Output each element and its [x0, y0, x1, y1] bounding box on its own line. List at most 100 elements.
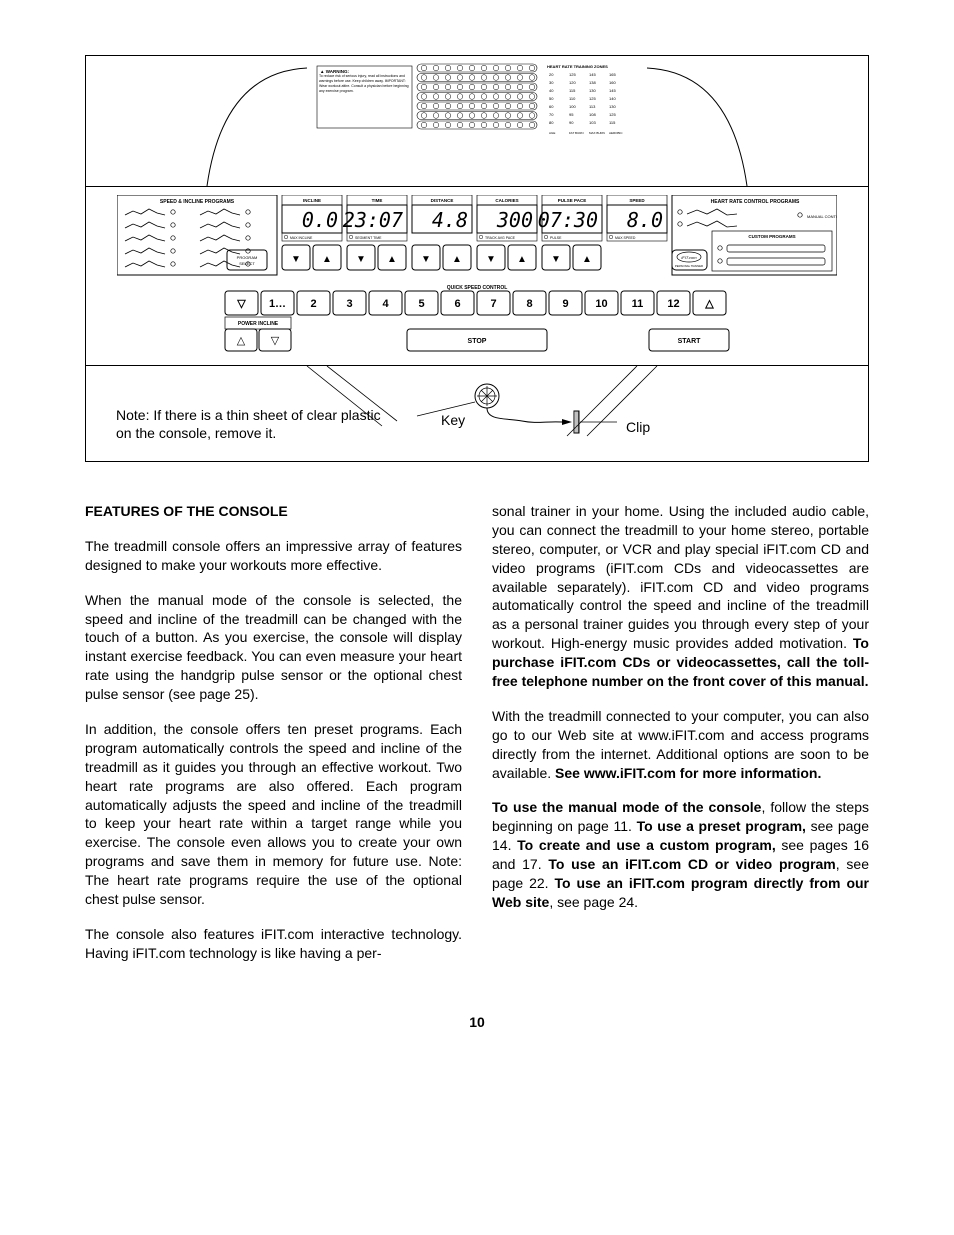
svg-text:125: 125 — [589, 96, 596, 101]
para-4a: The console also features iFIT.com inter… — [85, 925, 462, 963]
svg-text:130: 130 — [609, 104, 616, 109]
svg-text:POWER INCLINE: POWER INCLINE — [238, 321, 279, 327]
section-heading: FEATURES OF THE CONSOLE — [85, 502, 462, 521]
para-4b: sonal trainer in your home. Using the in… — [492, 502, 869, 691]
svg-text:20: 20 — [549, 72, 554, 77]
svg-text:SELECT: SELECT — [239, 261, 255, 266]
svg-text:8: 8 — [526, 298, 532, 310]
svg-text:115: 115 — [569, 88, 576, 93]
svg-text:MANUAL CONTROL: MANUAL CONTROL — [807, 214, 837, 219]
svg-text:MAX INCLINE: MAX INCLINE — [290, 236, 313, 240]
svg-text:HEART RATE CONTROL PROGRAMS: HEART RATE CONTROL PROGRAMS — [711, 199, 800, 205]
svg-text:10: 10 — [595, 298, 607, 310]
svg-text:07:30: 07:30 — [538, 208, 598, 232]
console-top-panel: ▲ WARNING: To reduce risk of serious inj… — [86, 56, 868, 187]
svg-text:SEGMENT TIME: SEGMENT TIME — [355, 236, 382, 240]
svg-text:▼: ▼ — [291, 254, 301, 265]
svg-text:11: 11 — [632, 298, 644, 310]
svg-text:△: △ — [237, 335, 246, 347]
svg-text:DISTANCE: DISTANCE — [431, 198, 454, 203]
svg-text:160: 160 — [609, 80, 616, 85]
svg-text:125: 125 — [609, 112, 616, 117]
svg-text:145: 145 — [589, 72, 596, 77]
para-2: When the manual mode of the console is s… — [85, 591, 462, 704]
svg-text:▽: ▽ — [271, 335, 280, 347]
console-figure: ▲ WARNING: To reduce risk of serious inj… — [85, 55, 869, 462]
svg-text:8.0: 8.0 — [627, 208, 663, 232]
console-svg: SPEED & INCLINE PROGRAMS PROGRAM SELECT … — [117, 195, 837, 355]
svg-text:▲: ▲ — [582, 254, 592, 265]
svg-text:7: 7 — [490, 298, 496, 310]
svg-text:3: 3 — [346, 298, 352, 310]
svg-text:PULSE PACE: PULSE PACE — [558, 198, 586, 203]
svg-text:6: 6 — [454, 298, 460, 310]
right-column: sonal trainer in your home. Using the in… — [492, 502, 869, 963]
svg-text:START: START — [678, 338, 702, 345]
console-control-panel: SPEED & INCLINE PROGRAMS PROGRAM SELECT … — [86, 187, 868, 366]
svg-text:AEROBIC: AEROBIC — [609, 131, 623, 135]
svg-text:▼: ▼ — [486, 254, 496, 265]
svg-text:TIME: TIME — [372, 198, 383, 203]
svg-text:165: 165 — [609, 72, 616, 77]
body-columns: FEATURES OF THE CONSOLE The treadmill co… — [85, 502, 869, 963]
svg-text:125: 125 — [569, 72, 576, 77]
svg-text:QUICK SPEED CONTROL: QUICK SPEED CONTROL — [447, 285, 508, 291]
svg-text:0.0: 0.0 — [302, 208, 338, 232]
svg-text:30: 30 — [549, 80, 554, 85]
svg-text:110: 110 — [569, 96, 576, 101]
svg-text:120: 120 — [569, 80, 576, 85]
key-clip-region: Note: If there is a thin sheet of clear … — [86, 366, 868, 461]
svg-text:115: 115 — [609, 120, 616, 125]
clip-label: Clip — [626, 418, 650, 437]
svg-text:SPEED & INCLINE PROGRAMS: SPEED & INCLINE PROGRAMS — [160, 199, 235, 205]
svg-text:1…: 1… — [269, 298, 286, 310]
svg-text:▼: ▼ — [551, 254, 561, 265]
svg-text:108: 108 — [589, 112, 596, 117]
svg-text:95: 95 — [569, 112, 574, 117]
svg-text:TRACK AVG PACE: TRACK AVG PACE — [485, 236, 516, 240]
svg-text:145: 145 — [609, 88, 616, 93]
svg-text:STOP: STOP — [468, 338, 487, 345]
page-number: 10 — [85, 1013, 869, 1032]
svg-text:50: 50 — [549, 96, 554, 101]
svg-text:PERSONAL TRAINER: PERSONAL TRAINER — [675, 264, 703, 268]
para-1: The treadmill console offers an impressi… — [85, 537, 462, 575]
svg-text:12: 12 — [667, 298, 679, 310]
svg-text:INCLINE: INCLINE — [303, 198, 321, 203]
svg-text:▲: ▲ — [517, 254, 527, 265]
svg-text:100: 100 — [569, 104, 576, 109]
svg-text:130: 130 — [589, 88, 596, 93]
svg-text:iFIT.com: iFIT.com — [681, 255, 697, 260]
para-5: With the treadmill connected to your com… — [492, 707, 869, 783]
svg-text:140: 140 — [609, 96, 616, 101]
svg-text:▽: ▽ — [236, 298, 246, 310]
svg-text:4: 4 — [382, 298, 389, 310]
svg-text:9: 9 — [562, 298, 568, 310]
svg-text:4.8: 4.8 — [432, 208, 468, 232]
plastic-note: Note: If there is a thin sheet of clear … — [116, 406, 396, 442]
svg-text:▲: ▲ — [387, 254, 397, 265]
top-panel-svg: ▲ WARNING: To reduce risk of serious inj… — [86, 56, 868, 186]
para-6: To use the manual mode of the console, f… — [492, 798, 869, 911]
svg-text:▼: ▼ — [421, 254, 431, 265]
svg-text:PULSE: PULSE — [550, 236, 562, 240]
svg-text:103: 103 — [589, 120, 596, 125]
svg-text:5: 5 — [418, 298, 424, 310]
svg-text:▼: ▼ — [356, 254, 366, 265]
svg-text:300: 300 — [496, 208, 533, 232]
svg-text:80: 80 — [549, 120, 554, 125]
svg-text:HEART RATE TRAINING ZONES: HEART RATE TRAINING ZONES — [547, 64, 608, 69]
svg-text:70: 70 — [549, 112, 554, 117]
svg-text:23:07: 23:07 — [343, 208, 403, 232]
svg-text:90: 90 — [569, 120, 574, 125]
svg-text:40: 40 — [549, 88, 554, 93]
svg-text:MAX BURN: MAX BURN — [589, 131, 605, 135]
para-3: In addition, the console offers ten pres… — [85, 720, 462, 909]
left-column: FEATURES OF THE CONSOLE The treadmill co… — [85, 502, 462, 963]
svg-text:AGE: AGE — [549, 131, 555, 135]
svg-text:FAT BURN: FAT BURN — [569, 131, 584, 135]
svg-text:CUSTOM PROGRAMS: CUSTOM PROGRAMS — [748, 234, 795, 239]
svg-text:113: 113 — [589, 104, 596, 109]
svg-text:▲: ▲ — [322, 254, 332, 265]
svg-text:60: 60 — [549, 104, 554, 109]
